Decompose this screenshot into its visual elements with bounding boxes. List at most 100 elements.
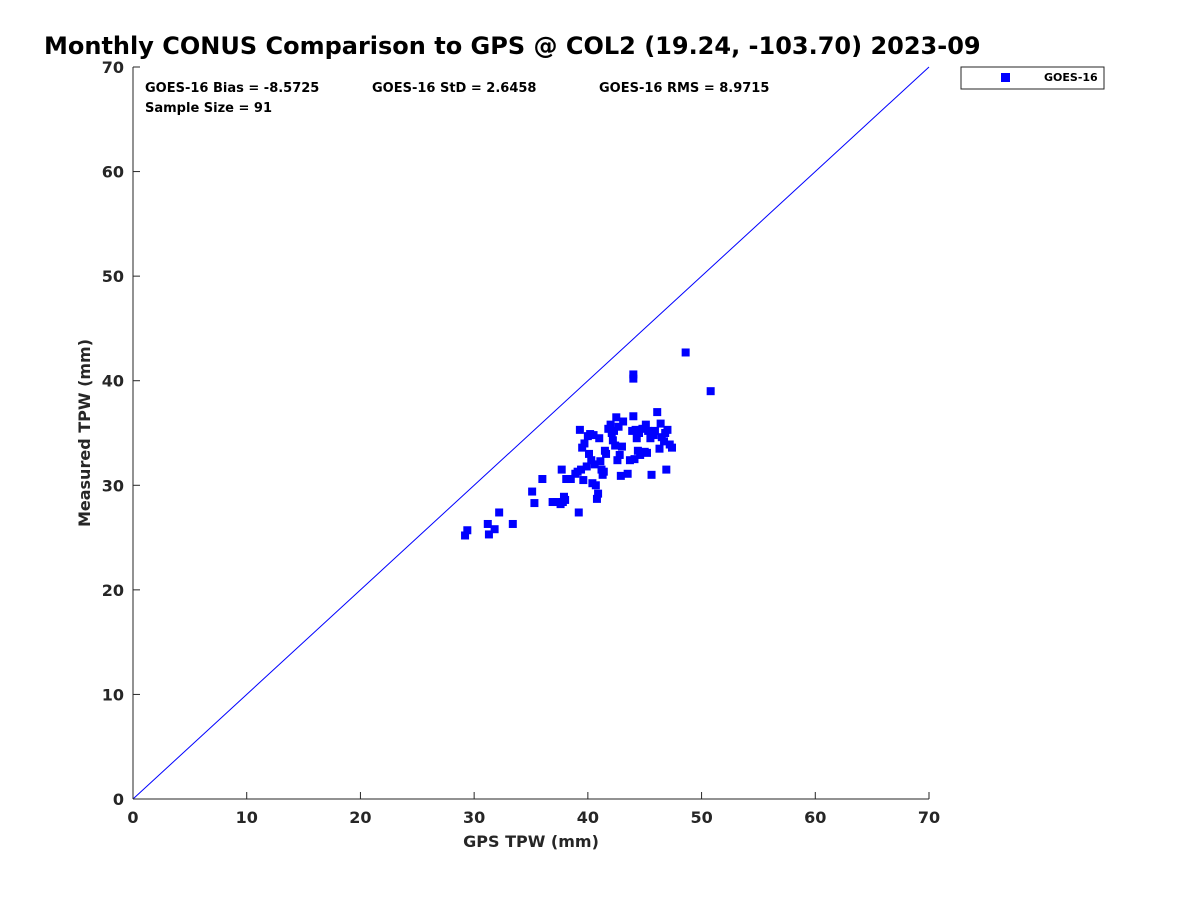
data-point: [668, 443, 677, 452]
legend-label-goes-16: GOES-16: [1044, 71, 1098, 84]
data-point: [604, 424, 613, 433]
data-point: [653, 408, 662, 417]
x-tick-label: 30: [463, 808, 485, 827]
data-point: [596, 457, 605, 466]
data-point: [528, 487, 537, 496]
legend: GOES-16: [960, 66, 1105, 90]
y-tick-label: 40: [102, 372, 124, 391]
data-point: [530, 499, 539, 508]
data-point: [483, 519, 492, 528]
data-point: [508, 519, 517, 528]
data-point: [587, 456, 596, 465]
data-point: [641, 420, 650, 429]
plot-area: 0 10 20 30 40 50 60 70 0 10 20 30 40 50 60 70: [102, 58, 940, 827]
data-point: [632, 434, 641, 443]
data-point: [617, 442, 626, 451]
x-tick-label: 10: [236, 808, 258, 827]
data-point: [461, 531, 470, 540]
data-point: [628, 426, 637, 435]
data-point: [663, 425, 672, 434]
data-point: [662, 465, 671, 474]
data-point: [610, 426, 619, 435]
data-point: [558, 498, 567, 507]
data-point: [577, 465, 586, 474]
y-axis-label: Measured TPW (mm): [75, 339, 94, 527]
data-point: [656, 419, 665, 428]
data-point: [594, 489, 603, 498]
y-tick-label: 60: [102, 163, 124, 182]
data-point: [595, 434, 604, 443]
data-point: [562, 475, 571, 484]
x-axis-label: GPS TPW (mm): [463, 832, 599, 851]
data-point: [614, 422, 623, 431]
data-point: [647, 470, 656, 479]
chart-title: Monthly CONUS Comparison to GPS @ COL2 (…: [44, 32, 981, 60]
y-tick-label: 70: [102, 58, 124, 77]
data-point: [463, 526, 472, 535]
y-tick-label: 10: [102, 685, 124, 704]
data-point: [590, 460, 599, 469]
y-tick-label: 0: [113, 790, 124, 809]
data-point: [586, 430, 595, 439]
data-point: [575, 425, 584, 434]
y-tick-label: 30: [102, 476, 124, 495]
reference-line-1to1: [132, 66, 930, 800]
data-point: [625, 456, 634, 465]
data-point: [582, 462, 591, 471]
data-point: [557, 465, 566, 474]
data-point: [623, 469, 632, 478]
data-point: [608, 436, 617, 445]
data-point: [579, 476, 588, 485]
data-point: [681, 348, 690, 357]
data-point: [611, 441, 620, 450]
y-axis-ticks: 0 10 20 30 40 50 60 70: [102, 58, 140, 809]
stat-bias: GOES-16 Bias = -8.5725: [145, 81, 319, 96]
data-point: [592, 494, 601, 503]
data-point: [638, 424, 647, 433]
data-point: [630, 455, 639, 464]
y-tick-label: 20: [102, 581, 124, 600]
data-point: [580, 439, 589, 448]
x-tick-label: 50: [690, 808, 712, 827]
data-point: [612, 413, 621, 422]
data-point: [633, 446, 642, 455]
data-point: [636, 450, 645, 459]
x-axis-ticks: 0 10 20 30 40 50 60 70: [127, 792, 940, 827]
data-point: [613, 456, 622, 465]
data-point: [495, 508, 504, 517]
data-point: [578, 443, 587, 452]
data-point: [706, 387, 715, 396]
points-layer: [461, 348, 715, 540]
data-point: [644, 426, 653, 435]
data-point: [615, 450, 624, 459]
data-point: [548, 498, 557, 507]
data-point: [655, 444, 664, 453]
data-point: [566, 475, 575, 484]
x-tick-label: 60: [804, 808, 826, 827]
data-point: [584, 449, 593, 458]
data-point: [629, 370, 638, 379]
data-point: [538, 475, 547, 484]
data-point: [650, 426, 659, 435]
legend-box: [960, 66, 1105, 90]
data-point: [660, 437, 669, 446]
stat-rms: GOES-16 RMS = 8.9715: [599, 81, 769, 96]
data-point: [602, 449, 611, 458]
x-tick-label: 20: [349, 808, 371, 827]
data-point: [490, 525, 499, 534]
x-tick-label: 40: [577, 808, 599, 827]
stat-std: GOES-16 StD = 2.6458: [372, 81, 536, 96]
stat-sample-size: Sample Size = 91: [145, 101, 272, 116]
data-point: [635, 429, 644, 437]
data-point: [616, 471, 625, 480]
x-tick-label: 70: [918, 808, 940, 827]
data-point: [657, 433, 666, 442]
y-tick-label: 50: [102, 267, 124, 286]
data-point: [599, 467, 608, 476]
data-point: [591, 481, 600, 490]
data-point: [574, 508, 583, 517]
data-point: [642, 448, 651, 457]
data-point: [629, 374, 638, 383]
data-point: [649, 431, 658, 440]
